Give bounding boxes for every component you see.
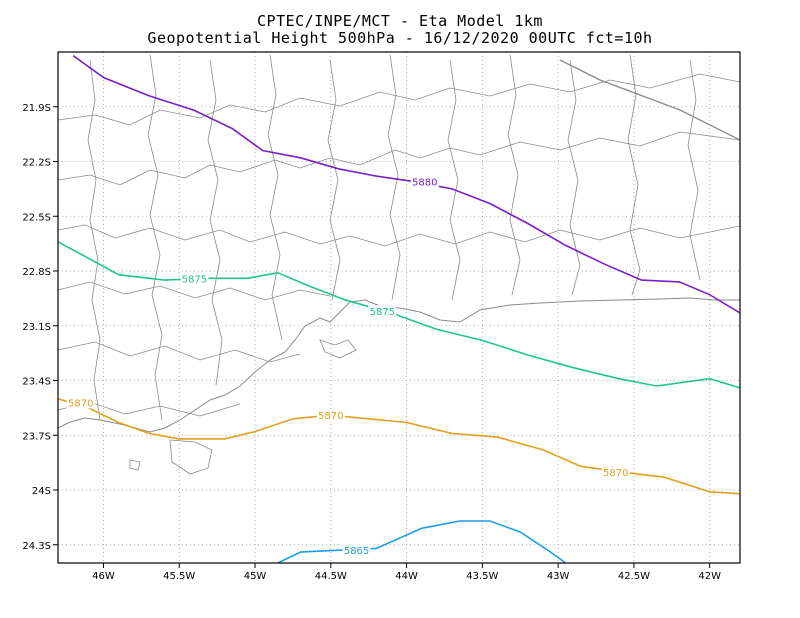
municipal-boundaries — [58, 54, 740, 475]
lon-tick-label: 43.5W — [466, 571, 498, 582]
contour-line-5875 — [58, 241, 740, 389]
lon-tick-label: 42.5W — [618, 571, 650, 582]
lon-tick-label: 43W — [547, 571, 570, 582]
chart-title-line-1: CPTEC/INPE/MCT - Eta Model 1km — [257, 12, 543, 30]
contour-label-bg — [66, 396, 95, 409]
lat-tick-label: 23.1S — [22, 322, 51, 333]
contour-label-5875: 5875 — [370, 307, 395, 318]
contour-label-bg — [180, 272, 209, 285]
lat-tick-label: 23.4S — [22, 377, 51, 388]
lon-tick-label: 46W — [92, 571, 115, 582]
lon-tick-label: 44W — [395, 571, 418, 582]
lon-tick-label: 44.5W — [315, 571, 347, 582]
contour-label-5875: 5875 — [182, 274, 207, 285]
contour-label-5880: 5880 — [412, 178, 437, 189]
lat-tick-label: 23.7S — [22, 431, 51, 442]
contour-label-bg — [410, 175, 439, 188]
plot-frame — [57, 51, 741, 564]
contour-label-5870: 5870 — [68, 398, 93, 409]
lon-tick-label: 42W — [698, 571, 721, 582]
contour-label-5870: 5870 — [603, 468, 628, 479]
lat-tick-label: 24S — [32, 486, 51, 497]
grid-lines — [58, 52, 740, 563]
chart-title-line-2: Geopotential Height 500hPa - 16/12/2020 … — [147, 29, 653, 47]
lat-tick-label: 21.9S — [22, 103, 51, 114]
contour-line-5865 — [277, 520, 567, 563]
contour-label-5870: 5870 — [318, 411, 343, 422]
lat-tick-label: 22.5S — [22, 212, 51, 223]
contour-line-5870 — [58, 398, 740, 495]
contour-label-5865: 5865 — [344, 546, 369, 557]
contour-label-bg — [368, 305, 397, 318]
contour-lines: 5880 5875 5875 5870 5870 5870 5865 — [58, 54, 740, 563]
lat-tick-label: 24.3S — [22, 541, 51, 552]
lon-tick-label: 45W — [244, 571, 267, 582]
contour-label-bg — [601, 465, 630, 478]
lat-tick-label: 22.8S — [22, 267, 51, 278]
contour-label-bg — [342, 544, 371, 557]
lat-tick-label: 22.2S — [22, 158, 51, 169]
axis-ticks: 46W 45.5W 45W 44.5W 44W 43.5W 43W 42.5W 42W 21.9S… — [22, 103, 721, 582]
lon-tick-label: 45.5W — [163, 571, 195, 582]
contour-label-bg — [316, 409, 345, 422]
